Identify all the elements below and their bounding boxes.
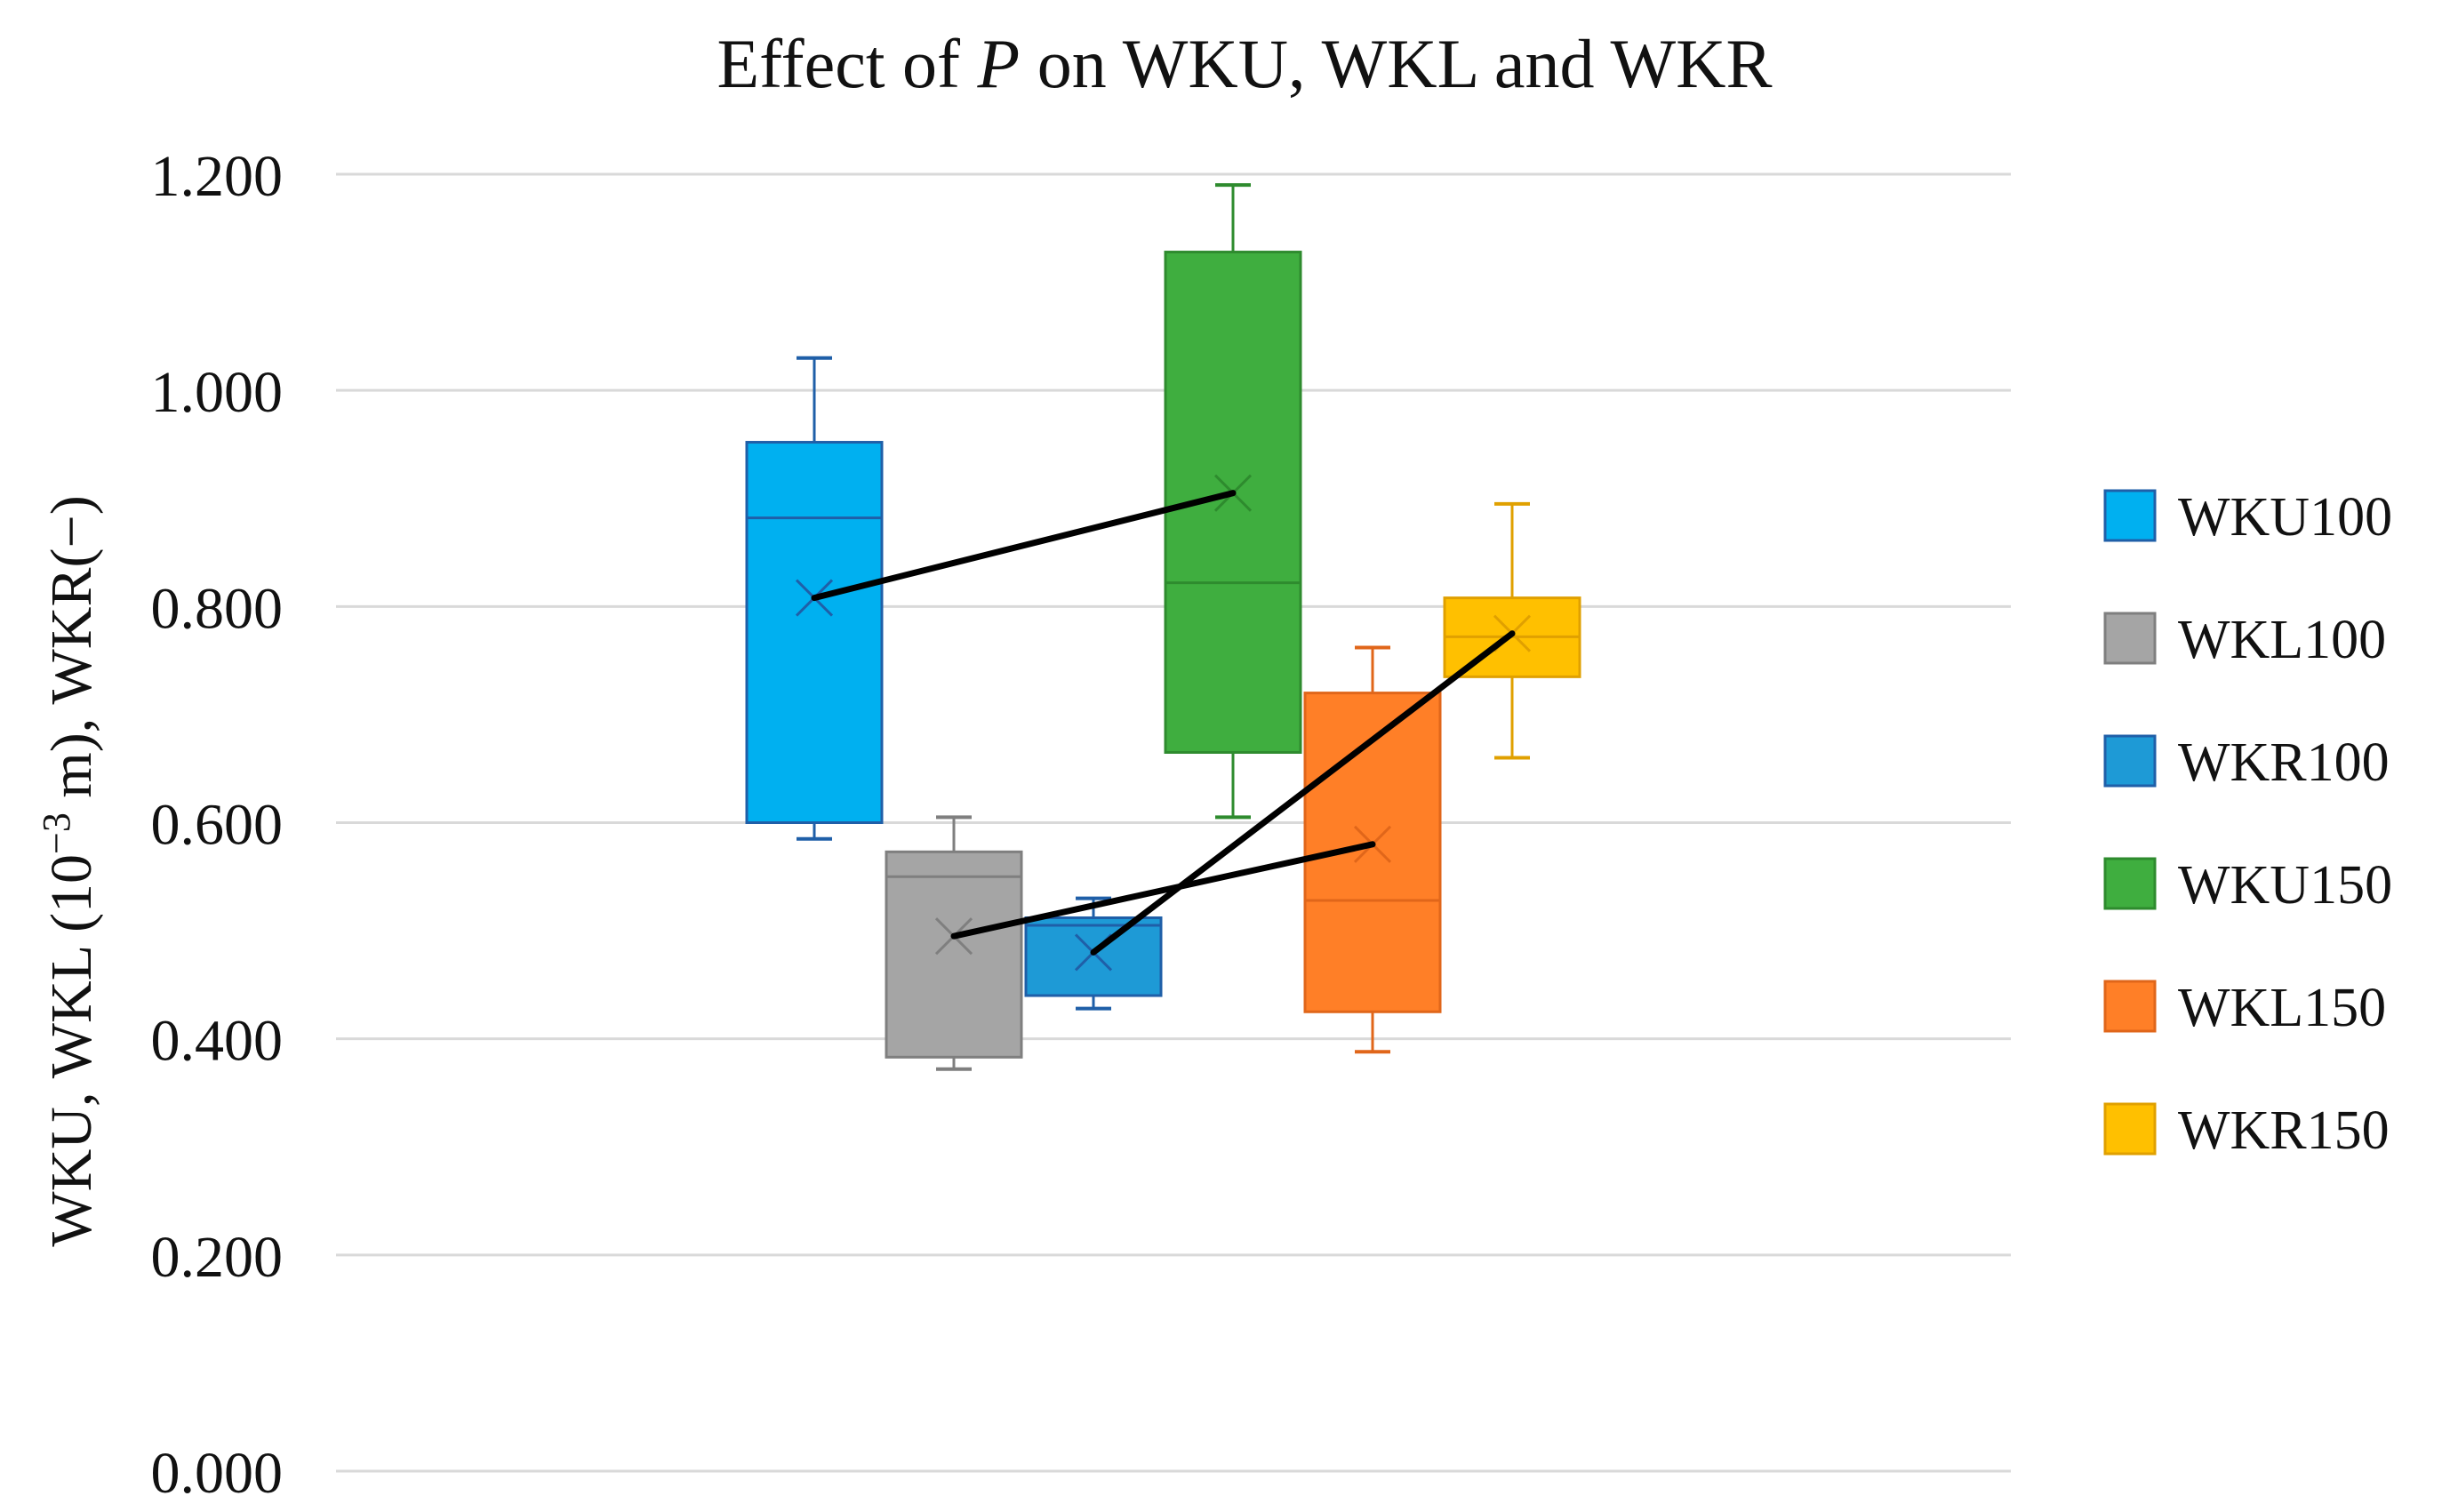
legend-item-WKL100: WKL100 bbox=[2103, 610, 2386, 670]
legend: WKU100 WKL100 WKR100 WKU150 WKL150 WKR150 bbox=[2103, 487, 2392, 1161]
legend-swatch-WKU150 bbox=[2103, 857, 2157, 910]
legend-item-WKU150: WKU150 bbox=[2103, 855, 2392, 916]
box-WKL150 bbox=[1303, 645, 1442, 1054]
legend-label-WKR150: WKR150 bbox=[2178, 1100, 2390, 1161]
legend-item-WKU100: WKU100 bbox=[2103, 487, 2392, 548]
legend-swatch-WKL100 bbox=[2103, 612, 2157, 665]
chart-title: Effect of P on WKU, WKL and WKR bbox=[717, 25, 1772, 102]
box-WKR100 bbox=[1024, 896, 1163, 1011]
legend-label-WKR100: WKR100 bbox=[2178, 732, 2390, 793]
y-axis-label: WKU, WKL (10−3 m), WKR(−) bbox=[35, 495, 104, 1246]
box-WKU150 bbox=[1164, 183, 1302, 820]
box-rect-WKR100 bbox=[1024, 916, 1163, 997]
legend-label-WKL100: WKL100 bbox=[2178, 610, 2386, 670]
y-tick-label-1: 0.200 bbox=[151, 1225, 284, 1290]
box-WKL100 bbox=[885, 815, 1023, 1071]
y-tick-label-2: 0.400 bbox=[151, 1009, 284, 1074]
legend-swatch-WKU100 bbox=[2103, 489, 2157, 542]
connector-WKR100-WKR150 bbox=[1090, 630, 1516, 956]
y-tick-label-0: 0.000 bbox=[151, 1441, 284, 1506]
box-WKU100 bbox=[745, 356, 884, 841]
legend-swatch-WKL150 bbox=[2103, 980, 2157, 1033]
y-tick-label-3: 0.600 bbox=[151, 793, 284, 858]
legend-label-WKU100: WKU100 bbox=[2178, 487, 2392, 548]
legend-swatch-WKR150 bbox=[2103, 1102, 2157, 1156]
box-rect-WKL100 bbox=[885, 850, 1023, 1059]
legend-swatch-WKR100 bbox=[2103, 734, 2157, 788]
legend-item-WKR100: WKR100 bbox=[2103, 732, 2390, 793]
mean-connectors bbox=[811, 490, 1516, 956]
y-tick-label-4: 0.800 bbox=[151, 576, 284, 641]
legend-item-WKR150: WKR150 bbox=[2103, 1100, 2390, 1161]
legend-label-WKU150: WKU150 bbox=[2178, 855, 2392, 916]
y-axis-ticks: 0.000 0.200 0.400 0.600 0.800 1.000 1.200 bbox=[151, 144, 284, 1506]
y-tick-label-5: 1.000 bbox=[151, 360, 284, 425]
connector-WKL100-WKL150 bbox=[950, 841, 1376, 940]
boxes bbox=[745, 183, 1581, 1071]
box-rect-WKU100 bbox=[745, 441, 884, 824]
y-tick-label-6: 1.200 bbox=[151, 144, 284, 209]
connector-WKU100-WKU150 bbox=[811, 490, 1237, 602]
legend-item-WKL150: WKL150 bbox=[2103, 978, 2386, 1038]
legend-label-WKL150: WKL150 bbox=[2178, 978, 2386, 1038]
